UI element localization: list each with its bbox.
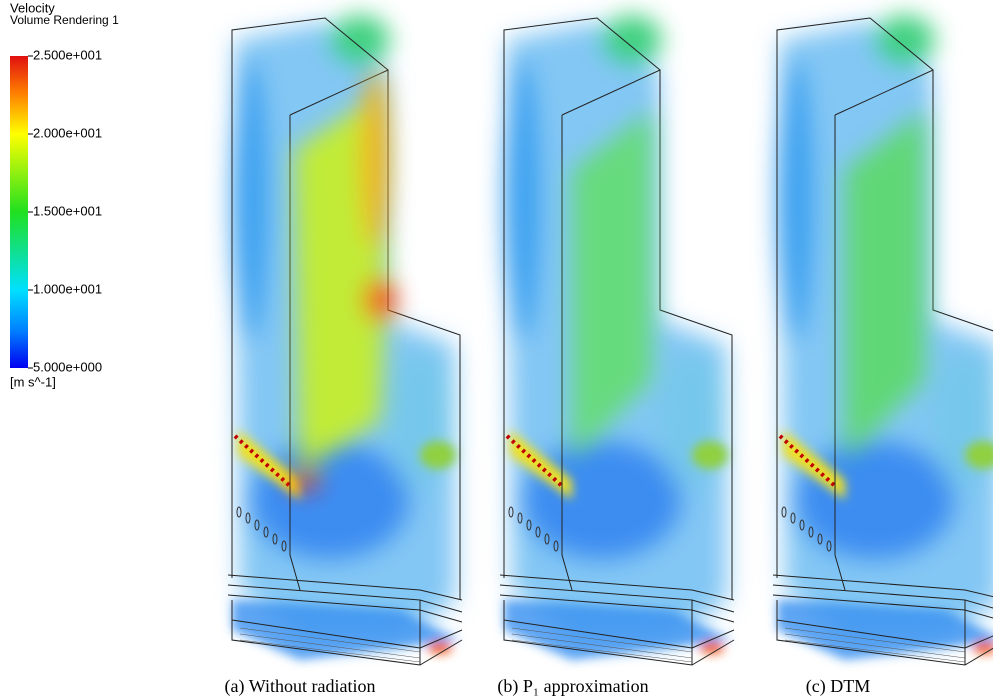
tick-label: 1.000e+001: [33, 281, 102, 296]
tick-label: 2.500e+001: [33, 47, 102, 62]
legend-unit: [m s^-1]: [10, 374, 56, 389]
tick-label: 5.000e+000: [33, 359, 102, 374]
rendering-c: [773, 15, 993, 665]
caption: (c) DTM: [806, 676, 870, 697]
tick-label: 1.500e+001: [33, 203, 102, 218]
rendering-a: [228, 15, 462, 665]
legend-subtitle: Volume Rendering 1: [10, 13, 119, 27]
tick-label: 2.000e+001: [33, 125, 102, 140]
rendering-b: [500, 15, 734, 665]
caption: (a) Without radiation: [225, 676, 376, 697]
figure: Velocity Volume Rendering 1 2.500e+0012.…: [0, 0, 993, 700]
page: Velocity Volume Rendering 1 2.500e+0012.…: [0, 0, 993, 700]
caption: (b) P₁ approximation: [497, 676, 648, 697]
legend: Velocity Volume Rendering 1 2.500e+0012.…: [10, 0, 119, 389]
color-bar: [10, 56, 28, 368]
